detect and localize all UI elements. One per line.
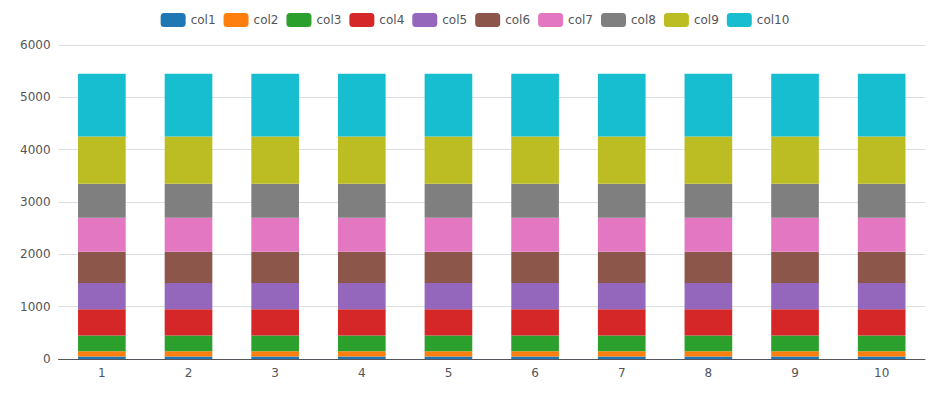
- svg-text:1: 1: [98, 366, 106, 380]
- svg-text:col10: col10: [757, 13, 790, 27]
- svg-text:2: 2: [185, 366, 193, 380]
- svg-text:8: 8: [705, 366, 713, 380]
- svg-text:col9: col9: [694, 13, 719, 27]
- svg-text:1000: 1000: [20, 300, 51, 314]
- svg-text:4000: 4000: [20, 143, 51, 157]
- svg-text:10: 10: [874, 366, 889, 380]
- svg-text:col7: col7: [568, 13, 593, 27]
- svg-text:0: 0: [43, 352, 51, 366]
- svg-text:5000: 5000: [20, 90, 51, 104]
- svg-text:3: 3: [271, 366, 279, 380]
- svg-text:col5: col5: [442, 13, 467, 27]
- svg-text:col1: col1: [191, 13, 216, 27]
- svg-text:2000: 2000: [20, 247, 51, 261]
- svg-text:4: 4: [358, 366, 366, 380]
- svg-text:col2: col2: [254, 13, 279, 27]
- svg-text:col6: col6: [505, 13, 530, 27]
- svg-text:9: 9: [791, 366, 799, 380]
- svg-text:6: 6: [531, 366, 539, 380]
- svg-text:5: 5: [445, 366, 453, 380]
- svg-text:3000: 3000: [20, 195, 51, 209]
- svg-text:7: 7: [618, 366, 626, 380]
- svg-text:col3: col3: [316, 13, 341, 27]
- svg-text:6000: 6000: [20, 38, 51, 52]
- svg-text:col4: col4: [379, 13, 404, 27]
- svg-text:col8: col8: [631, 13, 656, 27]
